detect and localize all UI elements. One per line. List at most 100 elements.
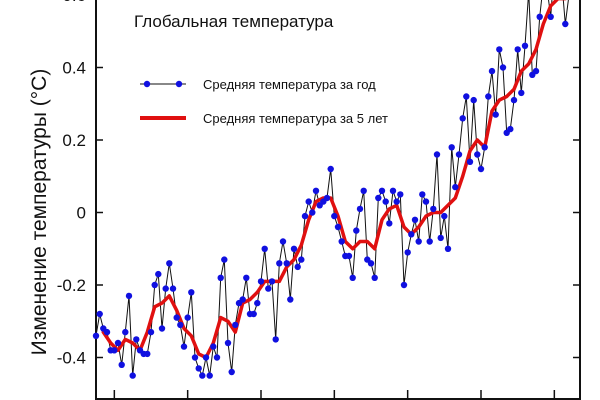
annual-temperature-point [375,194,382,202]
annual-temperature-point [507,125,514,133]
annual-temperature-point [122,328,129,336]
annual-temperature-point [261,245,268,252]
annual-temperature-point [360,187,367,194]
annual-temperature-point [279,238,287,245]
annual-temperature-point [463,93,470,100]
annual-temperature-point [144,350,151,358]
annual-temperature-point [415,238,422,245]
annual-temperature-point [188,289,195,296]
annual-temperature-point [488,67,496,75]
annual-temperature-point [184,314,191,321]
annual-temperature-point [309,209,316,216]
ticks: 0.6 0.4 0.2 0 -0.2 -0.4 [57,0,580,399]
annual-temperature-point [378,187,386,194]
legend: Средняя температура за год Средняя темпе… [140,77,388,126]
annual-temperature-point [466,158,474,165]
annual-temperature-point [147,328,155,336]
annual-temperature-point [114,339,122,347]
annual-temperature-point [452,183,459,191]
annual-temperature-point [371,274,378,281]
annual-temperature-point [353,227,360,234]
annual-temperature-point [155,270,162,278]
annual-temperature-point [426,238,433,245]
annual-temperature-point [213,354,221,361]
annual-temperature-point [485,93,492,100]
legend-annual-marker [143,80,151,88]
annual-temperature-point [474,151,481,158]
annual-temperature-point [536,13,543,20]
annual-temperature-point [217,274,224,281]
annual-temperature-point [477,165,485,173]
annual-temperature-point [305,198,312,205]
annual-temperature-point [532,67,540,75]
annual-temperature-point [250,310,257,318]
annual-temperature-point [268,278,276,285]
annual-temperature-point [444,245,452,252]
annual-temperature-point [448,144,455,151]
annual-temperature-point [125,292,133,300]
annual-temperature-point [386,220,393,227]
annual-temperature-point [111,347,118,354]
annual-temperature-point [327,165,334,173]
annual-temperature-point [199,372,206,379]
annual-temperature-point [323,194,331,202]
annual-temperature-point [433,151,441,158]
annual-temperature-point [254,299,261,307]
annual-temperature-point [481,144,488,151]
annual-temperature-point [430,205,437,213]
annual-temperature-point [151,281,158,289]
annual-temperature-point [547,13,554,20]
annual-temperature-point [290,245,298,252]
annual-temperature-point [239,296,246,303]
annual-temperature-point [411,216,419,223]
annual-temperature-point [177,321,184,329]
annual-temperature-point [301,212,309,220]
annual-temperature-point [92,332,100,339]
annual-temperature-point [422,198,430,205]
legend-smooth-label: Средняя температура за 5 лет [203,111,388,126]
annual-temperature-point [492,111,499,118]
annual-temperature-point [228,368,235,376]
annual-temperature-point [441,212,448,220]
annual-temperature-point [283,260,290,267]
annual-temperature-point [404,249,411,256]
annual-temperature-point [518,89,525,97]
annual-temperature-point [169,285,177,292]
y-tick-label: -0.2 [57,276,86,295]
annual-temperature-point [419,191,426,198]
five-year-average-line [101,0,567,360]
annual-temperature-point [195,365,202,372]
annual-temperature-point [210,343,217,350]
annual-temperature-point [96,310,103,318]
annual-temperature-point [349,274,356,281]
y-tick-label: 0.4 [62,59,86,78]
annual-temperature-point [397,191,404,198]
annual-temperature-point [276,260,283,267]
annual-temperature-point [162,285,169,292]
annual-temperature-point [133,336,140,343]
annual-temperature-point [338,238,345,245]
annual-temperature-point [206,372,213,379]
annual-temperature-point [455,151,463,158]
annual-temperature-point [312,187,320,194]
annual-temperature-point [221,256,228,263]
annual-temperature-point [367,260,375,267]
annual-temperature-point [294,263,301,271]
annual-temperature-point [272,336,279,343]
y-tick-label: 0.6 [62,0,86,5]
annual-temperature-point [510,96,518,104]
y-tick-label: -0.4 [57,349,86,368]
annual-temperature-point [180,343,188,350]
annual-temperature-point [191,354,199,361]
annual-temperature-point [129,372,136,379]
annual-temperature-point [459,115,466,122]
annual-temperature-point [356,205,364,213]
annual-temperature-point [514,46,521,53]
annual-temperature-point [158,325,166,332]
y-tick-label: 0 [77,204,86,223]
annual-temperature-point [562,20,569,28]
annual-temperature-point [166,260,173,267]
y-tick-label: 0.2 [62,131,86,150]
